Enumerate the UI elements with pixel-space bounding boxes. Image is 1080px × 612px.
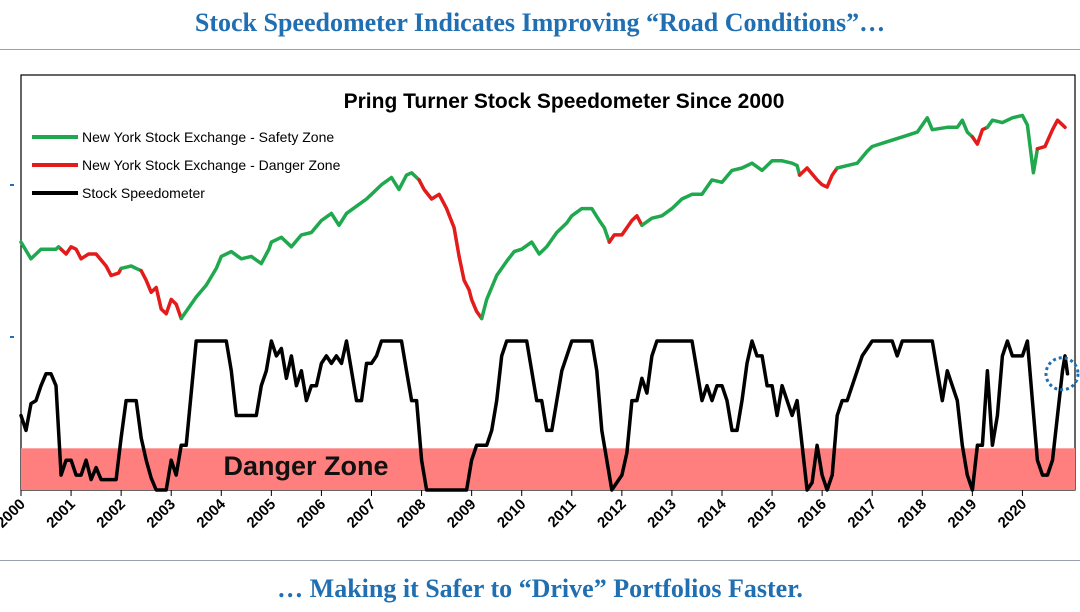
speedometer-chart: Danger Zone Pring Turner Stock Speedomet…	[0, 74, 1080, 531]
x-axis-ticks: 2000 2001 2002 2003 2004 2005 2006 2007 2008 2009…	[0, 490, 1030, 531]
x-tick-label: 2014	[694, 495, 730, 531]
x-tick-label: 2003	[143, 496, 179, 532]
nyse-safety-segment	[19, 240, 63, 261]
chart-legend: New York Stock Exchange - Safety Zone Ne…	[32, 129, 341, 201]
nyse-danger-segment	[607, 214, 644, 244]
nyse-safety-segment	[119, 264, 143, 273]
nyse-danger-segment	[59, 245, 123, 278]
nyse-safety-segment	[479, 206, 612, 321]
x-tick-label: 2007	[344, 496, 380, 532]
x-tick-label: 2001	[43, 496, 79, 532]
nyse-safety-segment	[640, 159, 802, 228]
speedometer-line	[19, 339, 1070, 492]
x-tick-label: 2012	[594, 496, 630, 532]
x-tick-label: 2018	[894, 496, 930, 532]
bottom-divider	[0, 560, 1080, 561]
x-tick-label: 2016	[794, 496, 830, 532]
nyse-safety-segment	[985, 113, 1040, 175]
nyse-danger-segment	[1035, 118, 1067, 151]
x-tick-label: 2002	[93, 496, 129, 532]
nyse-safety-segment	[179, 171, 421, 321]
x-tick-label: 2020	[995, 496, 1031, 532]
x-tick-label: 2013	[644, 496, 680, 532]
nyse-safety-segment	[835, 116, 975, 170]
chart-title: Pring Turner Stock Speedometer Since 200…	[344, 90, 785, 113]
x-tick-label: 2011	[545, 496, 580, 531]
nyse-series	[19, 113, 1067, 321]
x-tick-label: 2009	[444, 496, 480, 532]
danger-zone-band	[21, 448, 1075, 490]
legend-label-danger: New York Stock Exchange - Danger Zone	[82, 157, 341, 173]
x-tick-label: 2017	[844, 496, 880, 532]
x-tick-label: 2015	[744, 496, 780, 532]
plot-area	[20, 74, 1076, 491]
nyse-danger-segment	[970, 125, 990, 146]
x-tick-label: 2008	[394, 496, 430, 532]
x-tick-label: 2004	[193, 495, 229, 531]
danger-zone-label: Danger Zone	[223, 451, 388, 481]
nyse-danger-segment	[139, 268, 183, 321]
x-tick-label: 2000	[0, 496, 29, 532]
speedometer-series	[19, 339, 1070, 492]
current-reading-marker	[1044, 356, 1080, 392]
x-tick-label: 2010	[494, 496, 530, 532]
nyse-danger-segment	[417, 178, 484, 321]
page-headline: Stock Speedometer Indicates Improving “R…	[194, 8, 886, 37]
page-caption: … Making it Safer to “Drive” Portfolios …	[277, 574, 803, 603]
legend-label-speedometer: Stock Speedometer	[82, 185, 205, 201]
top-divider	[0, 49, 1080, 50]
x-tick-label: 2005	[244, 496, 280, 532]
legend-label-safety: New York Stock Exchange - Safety Zone	[82, 129, 334, 145]
x-tick-label: 2019	[945, 496, 981, 532]
nyse-danger-segment	[797, 166, 839, 189]
x-tick-label: 2006	[294, 496, 330, 532]
